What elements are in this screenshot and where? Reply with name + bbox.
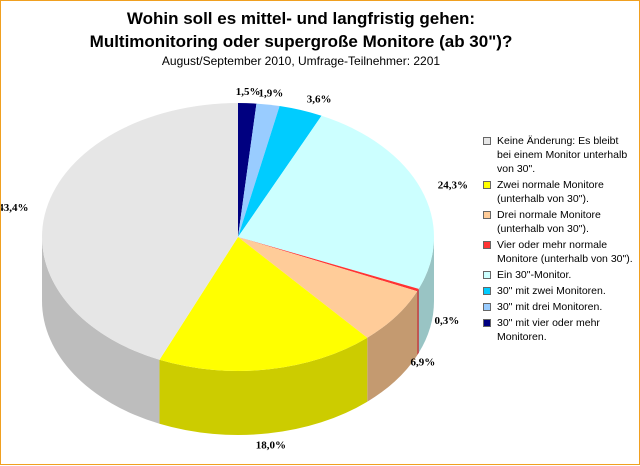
pie-top-faces xyxy=(41,102,434,372)
value-label-6: 18,0% xyxy=(256,440,286,452)
pie-side-4 xyxy=(417,288,419,356)
legend-label: Ein 30"-Monitor. xyxy=(497,269,572,281)
legend-label: Keine Änderung: Es bleibt bei einem Moni… xyxy=(497,135,628,175)
legend-swatch xyxy=(483,137,491,145)
legend-item: Zwei normale Monitore (unterhalb von 30"… xyxy=(483,178,633,206)
legend-item: 30" mit vier oder mehr Monitoren. xyxy=(483,316,633,344)
value-label-3: 24,3% xyxy=(438,180,468,192)
legend-label: Drei normale Monitore (unterhalb von 30"… xyxy=(497,209,601,235)
value-label-0: 1,5% xyxy=(236,86,261,98)
legend-label: 30" mit vier oder mehr Monitoren. xyxy=(497,317,600,343)
chart-subtitle: August/September 2010, Umfrage-Teilnehme… xyxy=(161,54,441,68)
pie-side-7 xyxy=(42,237,160,424)
legend-label: Zwei normale Monitore (unterhalb von 30"… xyxy=(497,179,604,205)
pie-slice-2 xyxy=(238,106,322,237)
pie-slice-0 xyxy=(238,103,257,237)
legend-item: Vier oder mehr normale Monitore (unterha… xyxy=(483,238,633,266)
pie-slice-3 xyxy=(238,115,434,289)
legend-item: Drei normale Monitore (unterhalb von 30"… xyxy=(483,208,633,236)
pie-side-3 xyxy=(418,237,435,353)
chart-legend: Keine Änderung: Es bleibt bei einem Moni… xyxy=(483,134,633,346)
chart-title-line-2: Multimonitoring oder supergroße Monitore… xyxy=(89,32,513,51)
pie-slice-6 xyxy=(159,237,368,372)
legend-label: Vier oder mehr normale Monitore (unterha… xyxy=(497,239,633,265)
value-label-1: 1,9% xyxy=(258,88,283,100)
legend-item: Ein 30"-Monitor. xyxy=(483,268,633,282)
legend-label: 30" mit zwei Monitoren. xyxy=(497,285,606,297)
value-label-4: 0,3% xyxy=(434,315,459,327)
pie-slice-4 xyxy=(238,237,419,292)
legend-label: 30" mit drei Monitoren. xyxy=(497,301,603,313)
pie-slice-1 xyxy=(238,103,280,237)
chart-title-line-1: Wohin soll es mittel- und langfristig ge… xyxy=(126,9,476,28)
pie-side-6 xyxy=(159,337,368,435)
legend-swatch xyxy=(483,303,491,311)
legend-swatch xyxy=(483,211,491,219)
legend-swatch xyxy=(483,271,491,279)
value-label-7: 43,4% xyxy=(1,202,29,214)
legend-item: 30" mit zwei Monitoren. xyxy=(483,284,633,298)
value-label-5: 6,9% xyxy=(410,356,435,368)
pie-side-5 xyxy=(367,291,418,402)
pie-slice-7 xyxy=(41,102,238,360)
legend-item: Keine Änderung: Es bleibt bei einem Moni… xyxy=(483,134,633,176)
legend-swatch xyxy=(483,319,491,327)
pie-side-walls xyxy=(42,237,435,435)
pie-slice-5 xyxy=(238,237,418,338)
legend-swatch xyxy=(483,181,491,189)
value-label-2: 3,6% xyxy=(307,94,332,106)
legend-swatch xyxy=(483,241,491,249)
legend-swatch xyxy=(483,287,491,295)
pie-value-labels: 1,5%1,9% 3,6% 24,3% 0,3% 6,9% 18,0% 43,4% xyxy=(1,86,468,451)
legend-item: 30" mit drei Monitoren. xyxy=(483,300,633,314)
chart-title: Wohin soll es mittel- und langfristig ge… xyxy=(41,7,561,53)
